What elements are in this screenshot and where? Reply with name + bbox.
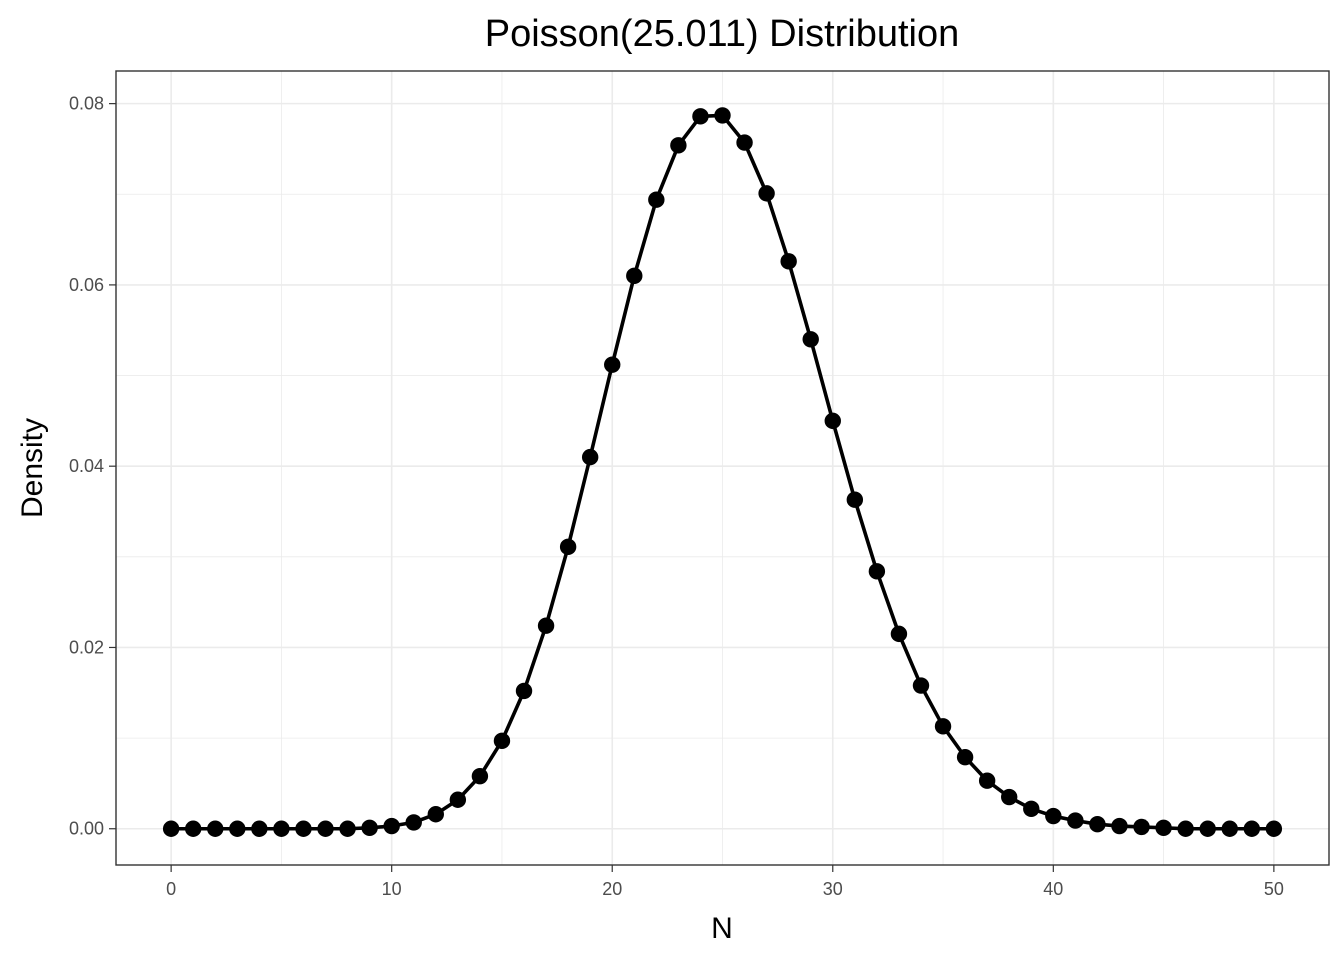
data-point bbox=[207, 820, 224, 837]
data-point bbox=[824, 412, 841, 430]
data-point bbox=[1089, 816, 1106, 833]
data-point bbox=[1023, 800, 1040, 818]
data-point bbox=[471, 767, 489, 785]
chart-title: Poisson(25.011) Distribution bbox=[485, 13, 960, 55]
data-point bbox=[405, 814, 422, 831]
y-tick-label: 0.00 bbox=[69, 819, 104, 839]
data-point bbox=[648, 191, 665, 208]
x-tick-label: 30 bbox=[823, 879, 843, 899]
data-point bbox=[162, 820, 180, 837]
data-point bbox=[846, 491, 864, 508]
data-point bbox=[1221, 820, 1238, 837]
data-point bbox=[515, 682, 533, 700]
data-point bbox=[758, 185, 775, 202]
data-point bbox=[537, 617, 555, 634]
y-tick-label: 0.06 bbox=[69, 275, 104, 295]
data-point bbox=[1111, 817, 1128, 835]
data-point bbox=[1199, 820, 1216, 837]
minor-gridlines bbox=[116, 71, 1329, 865]
data-point bbox=[317, 820, 334, 837]
data-point bbox=[339, 820, 356, 837]
data-point bbox=[581, 448, 599, 466]
data-point bbox=[229, 820, 246, 837]
data-point bbox=[251, 820, 268, 837]
data-point bbox=[802, 331, 819, 348]
data-point bbox=[1265, 820, 1283, 837]
data-point bbox=[934, 718, 952, 735]
y-tick-label: 0.02 bbox=[69, 637, 104, 657]
data-point bbox=[868, 563, 886, 580]
data-point bbox=[273, 820, 290, 837]
series-group bbox=[162, 107, 1283, 837]
y-tick-label: 0.08 bbox=[69, 94, 104, 114]
data-point bbox=[626, 267, 643, 285]
x-tick-label: 0 bbox=[166, 879, 176, 899]
data-point bbox=[1155, 819, 1172, 837]
data-point bbox=[559, 538, 577, 556]
data-point bbox=[295, 820, 312, 837]
data-point bbox=[1133, 818, 1150, 836]
major-gridlines bbox=[116, 71, 1329, 865]
y-axis-title: Density bbox=[16, 418, 49, 518]
y-tick-label: 0.04 bbox=[69, 456, 104, 476]
data-point bbox=[736, 134, 753, 151]
x-tick-label: 10 bbox=[382, 879, 402, 899]
data-point bbox=[449, 791, 467, 808]
x-axis-ticks: 0 10 20 30 40 50 bbox=[166, 865, 1284, 899]
data-point bbox=[670, 137, 687, 154]
panel-border bbox=[115, 70, 1330, 866]
data-point bbox=[912, 677, 930, 694]
data-point bbox=[1243, 820, 1261, 837]
x-tick-label: 50 bbox=[1264, 879, 1284, 899]
data-point bbox=[714, 107, 731, 124]
x-tick-label: 20 bbox=[602, 879, 622, 899]
x-tick-label: 40 bbox=[1043, 879, 1063, 899]
data-point bbox=[493, 732, 511, 750]
data-point bbox=[956, 748, 974, 766]
y-axis-ticks: 0.00 0.02 0.04 0.06 0.08 bbox=[69, 94, 116, 839]
data-point bbox=[383, 817, 400, 835]
data-point bbox=[1177, 820, 1194, 837]
data-point bbox=[780, 253, 797, 270]
data-point bbox=[184, 820, 202, 837]
data-point bbox=[890, 625, 908, 643]
data-point bbox=[427, 806, 444, 823]
x-axis-title: N bbox=[711, 912, 733, 945]
data-point bbox=[1045, 807, 1062, 825]
data-point bbox=[1001, 788, 1018, 806]
data-point bbox=[1067, 812, 1084, 829]
data-point bbox=[692, 108, 709, 125]
data-point bbox=[978, 772, 996, 789]
data-point bbox=[604, 356, 621, 373]
data-point bbox=[361, 819, 378, 837]
